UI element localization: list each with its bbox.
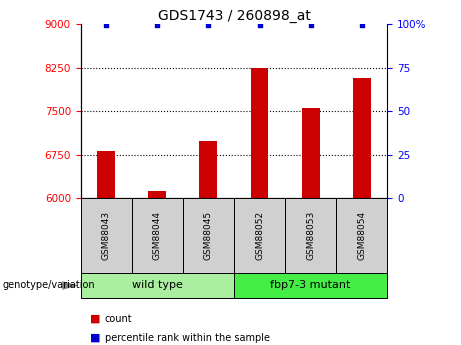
Text: GSM88045: GSM88045 (204, 211, 213, 260)
Text: ■: ■ (90, 314, 100, 324)
Text: fbp7-3 mutant: fbp7-3 mutant (271, 280, 351, 290)
Title: GDS1743 / 260898_at: GDS1743 / 260898_at (158, 9, 310, 23)
Bar (148, 191, 166, 198)
Text: count: count (105, 314, 132, 324)
Text: ■: ■ (90, 333, 100, 343)
Text: wild type: wild type (132, 280, 183, 290)
Text: GSM88044: GSM88044 (153, 211, 162, 260)
Text: GSM88043: GSM88043 (102, 211, 111, 260)
Text: genotype/variation: genotype/variation (2, 280, 95, 290)
Text: percentile rank within the sample: percentile rank within the sample (105, 333, 270, 343)
Point (307, 22, 314, 28)
Bar (97, 151, 115, 198)
Point (154, 22, 161, 28)
Bar (200, 141, 217, 198)
Bar (251, 68, 268, 198)
Bar (301, 108, 319, 198)
Point (358, 22, 366, 28)
Bar (353, 78, 371, 198)
Text: GSM88052: GSM88052 (255, 211, 264, 260)
Point (205, 22, 212, 28)
Text: GSM88054: GSM88054 (357, 211, 366, 260)
Point (102, 22, 110, 28)
Text: GSM88053: GSM88053 (306, 211, 315, 260)
Point (256, 22, 263, 28)
